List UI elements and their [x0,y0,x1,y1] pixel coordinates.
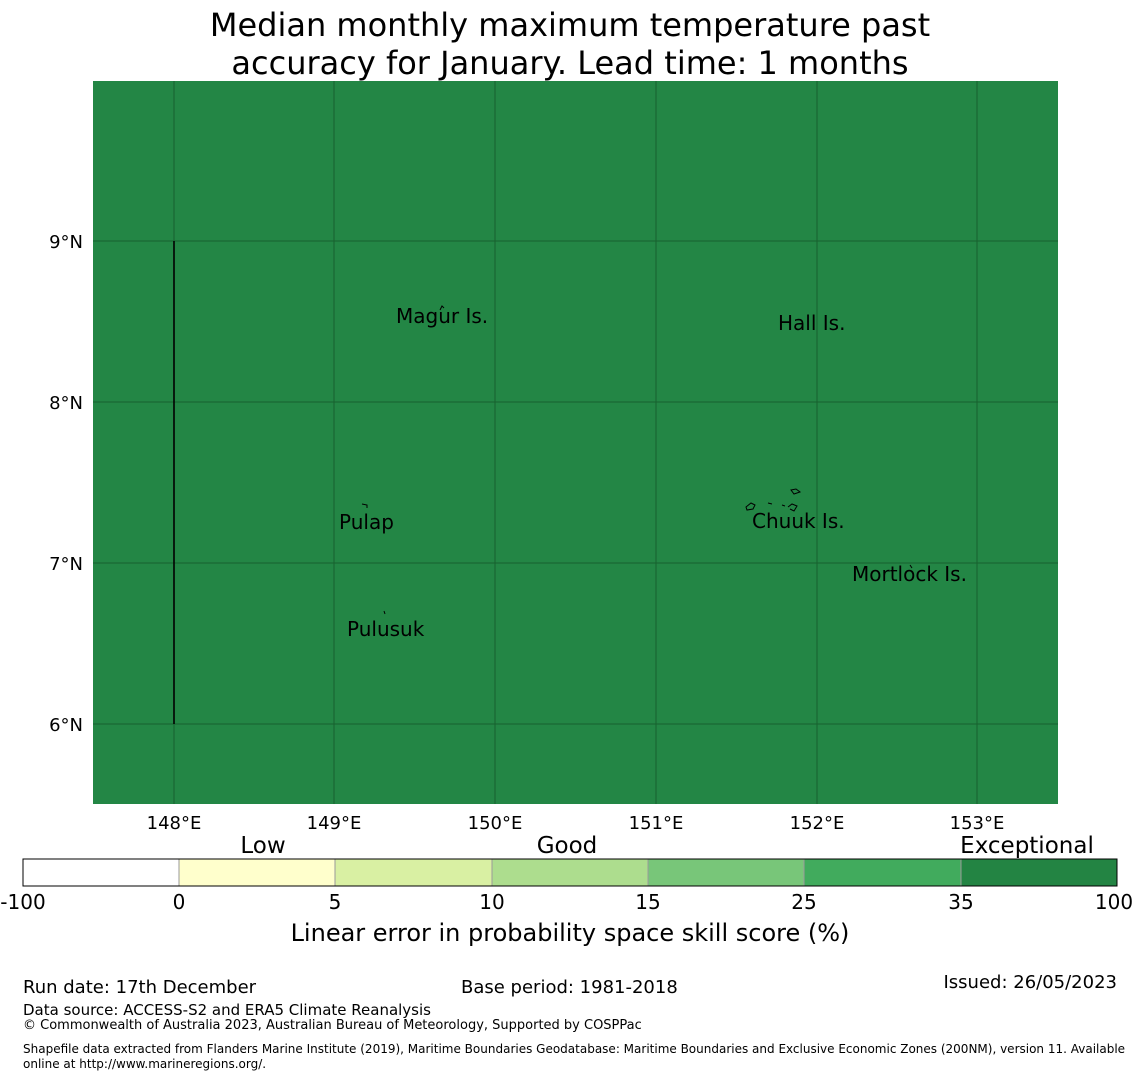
colorbar-tick: 15 [635,890,660,914]
island-pulap [361,503,368,508]
lon-label: 150°E [468,813,523,834]
colorbar-bin [178,858,336,887]
lat-label: 8°N [49,393,83,414]
legend-category-low: Low [240,833,285,859]
colorbar-outline [22,858,1118,887]
base-period: Base period: 1981-2018 [461,977,678,998]
legend-category-good: Good [537,833,598,859]
lat-label: 6°N [49,715,83,736]
data-source: Data source: ACCESS-S2 and ERA5 Climate … [23,1001,431,1019]
colorbar-tick: 5 [329,890,342,914]
island-chuuk-west [745,502,756,511]
place-label-magur: Magur Is. [396,304,488,328]
island-pulusuk [383,610,386,615]
place-label-pulap: Pulap [339,510,394,534]
lat-label: 7°N [49,554,83,575]
title-line-1: Median monthly maximum temperature past [209,6,931,44]
colorbar-tick: 10 [479,890,504,914]
colorbar-tick: 25 [791,890,816,914]
lon-axis-labels: 148°E 149°E 150°E 151°E 152°E 153°E [147,813,1005,834]
place-label-mortlock: Mortlock Is. [852,562,967,586]
island-magur [439,305,445,311]
legend-categories: Low Good Exceptional [240,833,1093,859]
lon-label: 149°E [307,813,362,834]
colorbar-bin [803,858,962,887]
map-title: Median monthly maximum temperature past … [0,6,1140,82]
island-chuuk-lagoon [767,502,798,512]
colorbar-bin [491,858,649,887]
colorbar-tick: 35 [948,890,973,914]
place-labels: Magur Is. Hall Is. Pulap Chuuk Is. Mortl… [339,304,967,641]
title-line-2: accuracy for January. Lead time: 1 month… [231,44,909,82]
colorbar-bin [334,858,493,887]
colorbar-bin [647,858,805,887]
shapefile-credit-1: Shapefile data extracted from Flanders M… [23,1042,1126,1056]
shapefile-credit-2: online at http://www.marineregions.org/. [23,1057,267,1071]
lat-label: 9°N [49,232,83,253]
graticule [93,81,1058,804]
map-panel [93,81,1058,804]
lon-label: 152°E [790,813,845,834]
island-mortlock [909,564,913,569]
place-label-chuuk: Chuuk Is. [752,509,845,533]
colorbar-bin [22,858,180,887]
colorbar-ticks: -100 0 5 10 15 25 35 100 [0,890,1133,914]
issued-date: Issued: 26/05/2023 [943,972,1117,993]
lon-label: 148°E [147,813,202,834]
colorbar-axis-label: Linear error in probability space skill … [291,919,850,947]
legend-category-exceptional: Exceptional [960,833,1094,859]
colorbar-bin [960,858,1118,887]
islands [361,305,913,615]
colorbar-tick: 0 [173,890,186,914]
lat-axis-labels: 9°N 8°N 7°N 6°N [49,232,83,736]
run-date: Run date: 17th December [23,977,257,998]
map-figure: 9°N 8°N 7°N 6°N 148°E 149°E 150°E 151°E … [0,81,1133,947]
island-chuuk-north [790,488,802,495]
colorbar-tick: 100 [1095,890,1133,914]
colorbar-tick: -100 [0,890,45,914]
colorbar [22,858,1118,887]
lon-label: 151°E [629,813,684,834]
place-label-hall: Hall Is. [778,311,845,335]
lon-label: 153°E [950,813,1005,834]
place-label-pulusuk: Pulusuk [347,617,425,641]
copyright: © Commonwealth of Australia 2023, Austra… [23,1018,642,1033]
